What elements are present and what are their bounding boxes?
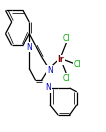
Text: Cl: Cl <box>73 60 81 69</box>
Text: Cl: Cl <box>62 34 70 43</box>
Text: Ir: Ir <box>57 55 64 64</box>
Text: N: N <box>26 43 32 52</box>
Text: N: N <box>45 83 51 92</box>
Text: Cl: Cl <box>62 74 70 83</box>
Text: N: N <box>47 66 53 75</box>
